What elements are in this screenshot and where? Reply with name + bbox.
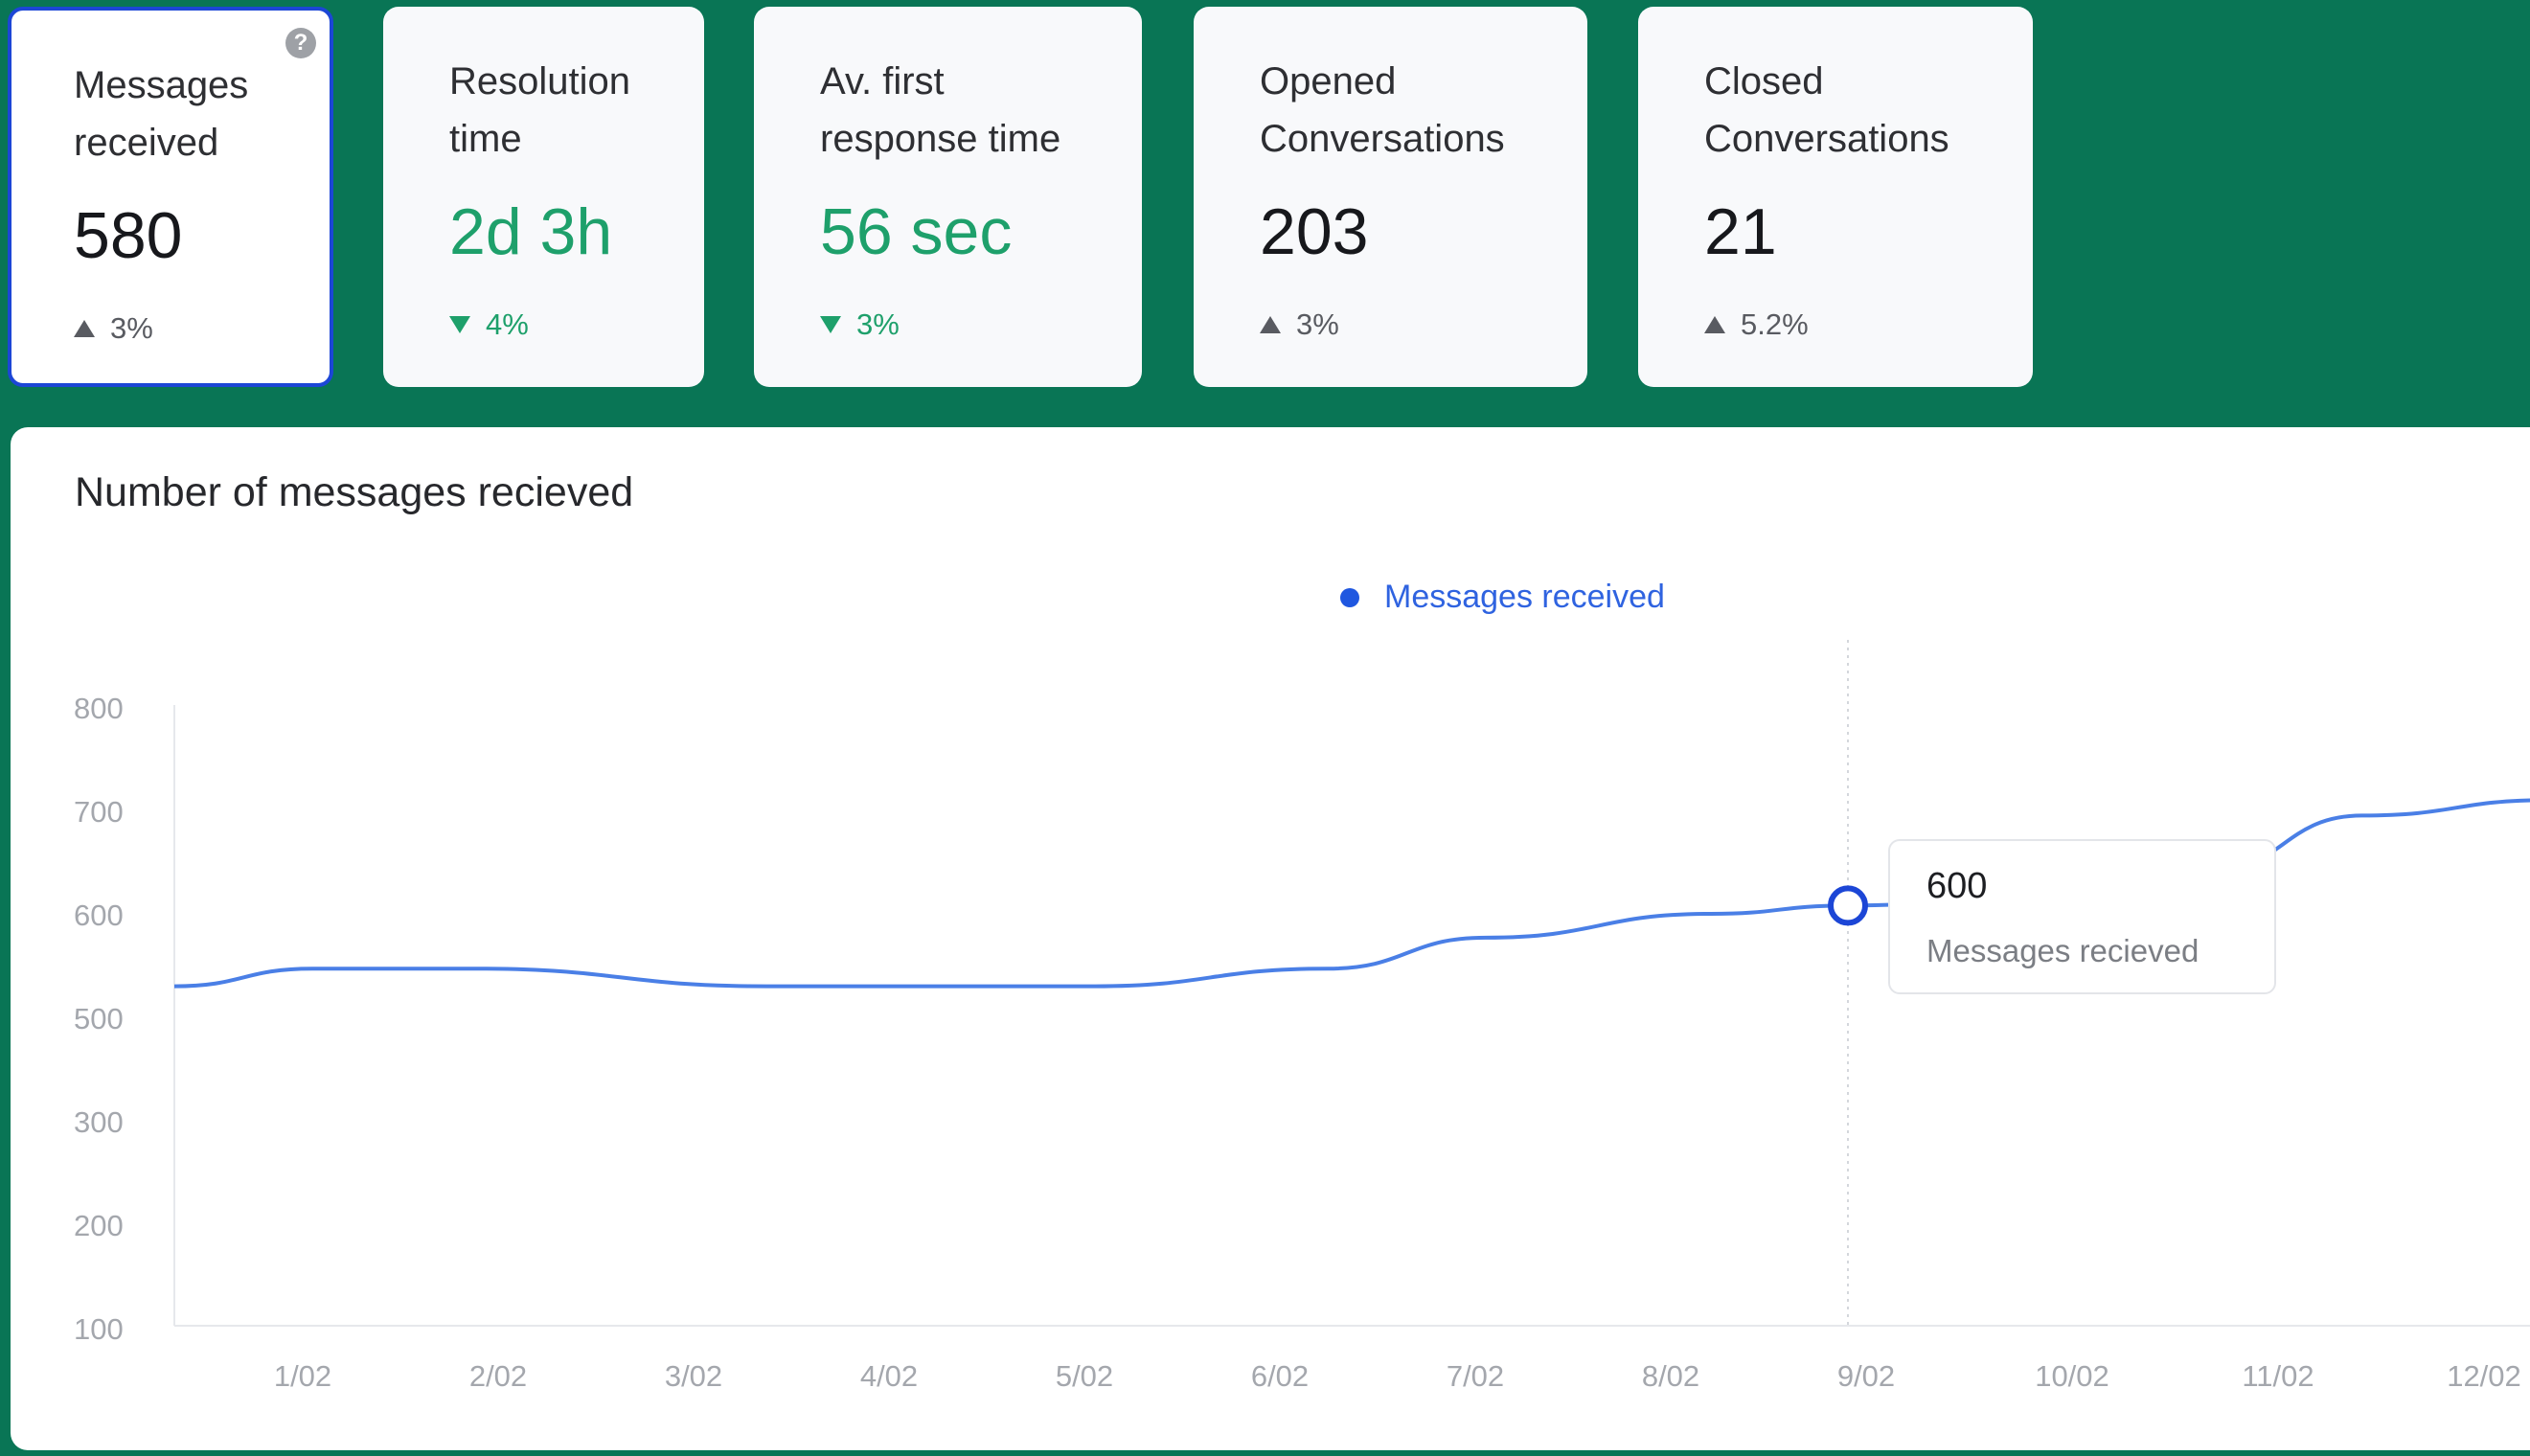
x-tick-label: 4/02: [860, 1359, 918, 1393]
y-tick-label: 100: [74, 1312, 124, 1346]
kpi-delta: 4%: [449, 306, 529, 344]
kpi-label: Closed Conversations: [1704, 60, 1949, 160]
y-tick-label: 600: [74, 899, 124, 932]
y-tick-label: 300: [74, 1105, 124, 1139]
x-tick-label: 11/02: [2242, 1359, 2313, 1393]
kpi-delta-value: 5.2%: [1741, 307, 1809, 341]
y-tick-label: 700: [74, 795, 124, 829]
x-tick-label: 12/02: [2447, 1359, 2521, 1393]
kpi-value: 203: [1260, 195, 1369, 268]
kpi-label: Av. first response time: [820, 60, 1061, 160]
x-tick-label: 10/02: [2035, 1359, 2109, 1393]
kpi-card[interactable]: Closed Conversations 21 5.2%: [1638, 7, 2033, 387]
x-tick-label: 7/02: [1447, 1359, 1504, 1393]
kpi-value: 56 sec: [820, 195, 1013, 268]
kpi-value: 21: [1704, 195, 1777, 268]
kpi-delta-value: 3%: [856, 307, 900, 341]
trend-down-icon: [449, 316, 470, 333]
kpi-card[interactable]: Messages received 580 3%?: [8, 7, 333, 387]
trend-down-icon: [820, 316, 841, 333]
y-tick-label: 500: [74, 1002, 124, 1035]
tooltip-value: 600: [1926, 866, 1988, 906]
kpi-value: 2d 3h: [449, 195, 613, 268]
chart-tooltip: 600 Messages recieved: [1888, 839, 2276, 994]
kpi-delta: 3%: [1260, 306, 1339, 344]
highlight-point-marker: [1828, 885, 1868, 926]
trend-up-icon: [74, 320, 95, 337]
y-tick-label: 200: [74, 1209, 124, 1242]
kpi-delta-value: 4%: [486, 307, 529, 341]
line-chart: 800 700 600 500 300 200 100 1/02 2/02 3/02 4/02 5/0…: [74, 640, 2530, 1393]
x-tick-label: 3/02: [665, 1359, 722, 1393]
kpi-card[interactable]: Resolution time 2d 3h 4%: [383, 7, 704, 387]
kpi-delta-value: 3%: [110, 311, 153, 345]
chart-title: Number of messages recieved: [75, 469, 634, 515]
x-tick-label: 1/02: [274, 1359, 331, 1393]
help-icon[interactable]: ?: [285, 28, 316, 58]
y-tick-label: 800: [74, 692, 124, 725]
x-tick-label: 5/02: [1056, 1359, 1113, 1393]
kpi-label: Resolution time: [449, 60, 631, 160]
kpi-delta: 3%: [820, 306, 900, 344]
kpi-label: Opened Conversations: [1260, 60, 1505, 160]
chart-legend[interactable]: Messages received: [1340, 579, 1665, 616]
x-tick-label: 6/02: [1251, 1359, 1309, 1393]
legend-dot-icon: [1340, 587, 1359, 607]
tooltip-label: Messages recieved: [1926, 933, 2200, 968]
x-tick-label: 9/02: [1837, 1359, 1895, 1393]
kpi-card[interactable]: Av. first response time 56 sec 3%: [754, 7, 1142, 387]
kpi-delta: 5.2%: [1704, 306, 1809, 344]
trend-up-icon: [1260, 316, 1281, 333]
kpi-delta-value: 3%: [1296, 307, 1339, 341]
x-tick-label: 8/02: [1642, 1359, 1699, 1393]
legend-label: Messages received: [1384, 579, 1665, 615]
kpi-card[interactable]: Opened Conversations 203 3%: [1194, 7, 1587, 387]
trend-up-icon: [1704, 316, 1725, 333]
x-tick-label: 2/02: [469, 1359, 527, 1393]
kpi-value: 580: [74, 199, 183, 272]
chart-card: Number of messages recieved Messages rec…: [11, 427, 2530, 1450]
kpi-delta: 3%: [74, 309, 153, 348]
kpi-label: Messages received: [74, 64, 249, 164]
